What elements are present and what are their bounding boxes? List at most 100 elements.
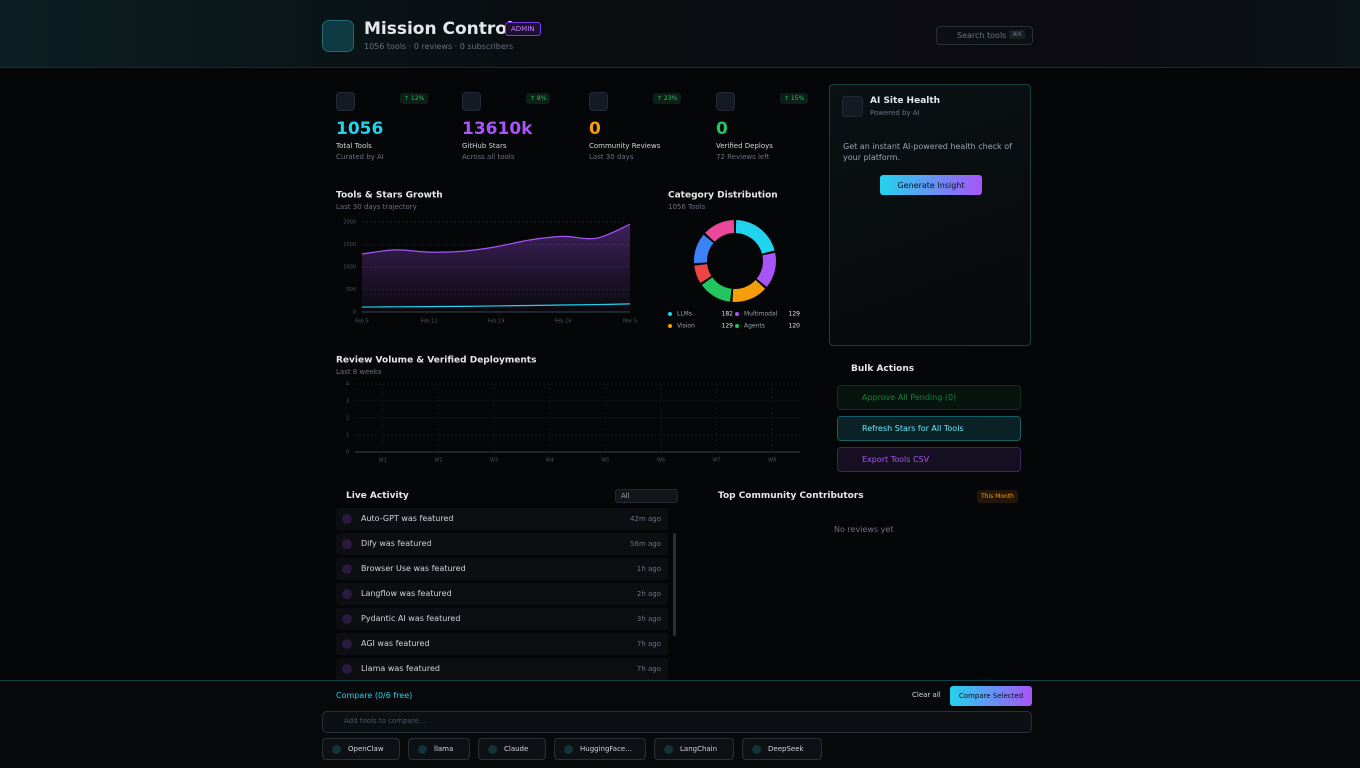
stat-value: 0 <box>589 119 601 139</box>
legend-value: 182 <box>722 311 734 318</box>
stat-change: ↑ 23% <box>653 93 682 104</box>
legend-label: Vision <box>677 323 695 330</box>
legend-dot <box>668 324 672 328</box>
activity-title: Live Activity <box>346 491 409 501</box>
search-placeholder: Search tools <box>957 31 1007 40</box>
activity-icon <box>342 514 352 524</box>
header <box>0 0 1360 68</box>
activity-icon <box>342 639 352 649</box>
tool-chip[interactable]: LangChain <box>654 738 734 760</box>
charts: Tools & Stars Growth Last 30 days traject… <box>336 191 801 464</box>
legend-dot <box>735 312 739 316</box>
activity-icon <box>342 564 352 574</box>
legend-label: Multimodal <box>744 311 778 318</box>
activity-item: Llama was featured 7h ago <box>336 658 668 680</box>
activity-time: 42m ago <box>630 515 661 523</box>
activity-text: Langflow was featured <box>361 589 452 598</box>
tool-chip[interactable]: OpenClaw <box>322 738 400 760</box>
input-placeholder: Add tools to compare... <box>344 717 426 725</box>
search[interactable] <box>936 26 1033 45</box>
y-tick-label: 0 <box>346 450 349 456</box>
tool-chip[interactable]: DeepSeek <box>742 738 822 760</box>
contributors-title: Top Community Contributors <box>718 491 864 501</box>
month-badge: This Month <box>977 490 1018 503</box>
line <box>361 223 631 255</box>
x-tick-label: W2 <box>434 458 442 464</box>
line <box>361 303 631 308</box>
area <box>362 224 630 312</box>
activity-text: Dify was featured <box>361 539 432 548</box>
activity-list: Auto-GPT was featured 42m ago Dify was fea… <box>336 508 681 680</box>
activity-item: Dify was featured 56m ago <box>336 533 668 555</box>
legend-value: 120 <box>789 323 801 330</box>
activity-time: 2h ago <box>636 590 661 598</box>
legend-value: 129 <box>722 323 734 330</box>
activity-icon <box>342 614 352 624</box>
x-tick-label: W4 <box>546 458 554 464</box>
stat-label: Community Reviews <box>589 142 661 150</box>
admin-badge: ADMIN <box>505 22 541 36</box>
activity-text: Llama was featured <box>361 664 440 673</box>
activity-time: 7h ago <box>636 640 661 648</box>
chart-title: Review Volume & Verified Deployments <box>336 356 536 366</box>
activity-time: 1h ago <box>636 565 661 573</box>
x-tick-label: Mar 5 <box>623 319 637 325</box>
scrollbar <box>673 533 676 636</box>
stat-label: GitHub Stars <box>462 142 507 150</box>
activity-time: 7h ago <box>636 665 661 673</box>
stat-change: ↑ 15% <box>780 93 809 104</box>
activity-item: Browser Use was featured 1h ago <box>336 558 668 580</box>
activity-item: Auto-GPT was featured 42m ago <box>336 508 668 530</box>
y-tick-label: 3 <box>346 399 349 405</box>
stat-icon <box>336 92 355 111</box>
bulk-title: Bulk Actions <box>851 364 915 374</box>
compare-button[interactable]: Compare Selected <box>950 686 1032 706</box>
x-tick-label: W7 <box>713 458 721 464</box>
compare-input[interactable] <box>322 711 1032 733</box>
y-tick-label: 2000 <box>343 220 356 226</box>
donut-segment <box>732 279 766 302</box>
activity-icon <box>342 589 352 599</box>
stat-label: Total Tools <box>336 142 372 150</box>
tool-chip[interactable]: HuggingFace... <box>554 738 646 760</box>
activity-text: Pydantic AI was featured <box>361 614 461 623</box>
health-title: AI Site Health <box>870 96 941 106</box>
stat-value: 13610k <box>462 119 533 139</box>
x-tick-label: Feb 26 <box>555 319 572 325</box>
stat-sub: Curated by AI <box>336 153 384 161</box>
tool-chip[interactable]: Claude <box>478 738 546 760</box>
y-tick-label: 0 <box>353 310 356 316</box>
legend-dot <box>735 324 739 328</box>
compare-title[interactable]: Compare (0/6 free) <box>336 691 413 700</box>
empty-state: No reviews yet <box>834 525 894 534</box>
bulk-action[interactable]: Export Tools CSV <box>837 447 1021 472</box>
stat-change: ↑ 8% <box>526 93 551 104</box>
chart-title: Tools & Stars Growth <box>336 191 443 201</box>
generate-button[interactable]: Generate Insight <box>880 175 982 195</box>
chart-subtitle: Last 30 days trajectory <box>336 203 417 211</box>
health-sub: Powered by AI <box>870 109 920 117</box>
logo <box>322 20 354 52</box>
y-tick-label: 1000 <box>343 265 356 271</box>
health-text: Get an instant AI-powered health check o… <box>843 142 1012 162</box>
health-panel <box>829 84 1031 346</box>
legend-dot <box>668 312 672 316</box>
clear-all[interactable]: Clear all <box>912 691 941 699</box>
stat-icon <box>462 92 481 111</box>
donut-segment <box>705 220 735 242</box>
activity-filter[interactable]: All <box>615 489 678 503</box>
activity-item: Pydantic AI was featured 3h ago <box>336 608 668 630</box>
shortcut: ⌘K <box>1009 30 1025 39</box>
x-tick-label: W5 <box>601 458 609 464</box>
donut-segment <box>694 264 712 284</box>
bulk-action[interactable]: Refresh Stars for All Tools <box>837 416 1021 441</box>
tool-chip[interactable]: llama <box>408 738 470 760</box>
y-tick-label: 4 <box>346 382 349 388</box>
stat-change: ↑ 12% <box>400 93 429 104</box>
activity-item: AGI was featured 7h ago <box>336 633 668 655</box>
activity-time: 3h ago <box>636 615 661 623</box>
activity-text: Auto-GPT was featured <box>361 514 454 523</box>
bulk-action[interactable]: Approve All Pending (0) <box>837 385 1021 410</box>
donut-segment <box>756 252 776 287</box>
stat-icon <box>716 92 735 111</box>
